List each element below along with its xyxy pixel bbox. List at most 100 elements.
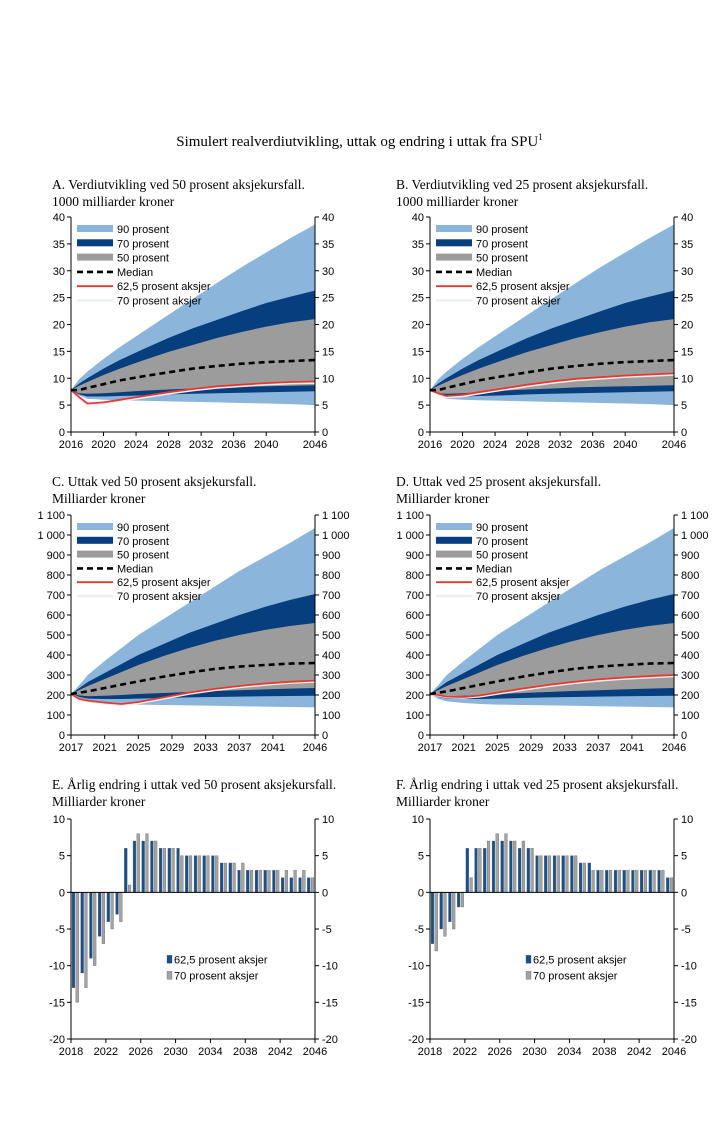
line-70-prosent-aksjer — [70, 381, 316, 407]
bar-70-prosent-aksjer — [223, 862, 227, 893]
bar-62-5-prosent-aksjer — [474, 848, 478, 893]
bar-70-prosent-aksjer — [310, 877, 315, 893]
y-tick-label-left: 900 — [47, 550, 65, 562]
line-62-5-prosent-aksjer — [429, 372, 675, 397]
y-tick-label-right: 400 — [322, 650, 340, 662]
y-tick-label-right: 0 — [322, 427, 328, 439]
x-tick-label: 2020 — [450, 439, 474, 451]
y-tick-label-right: 30 — [681, 266, 693, 278]
legend-label: Median — [476, 563, 512, 575]
bar-62-5-prosent-aksjer — [167, 848, 171, 893]
y-tick-label-right: 30 — [322, 266, 334, 278]
legend-label: 50 prosent — [476, 253, 528, 265]
bar-70-prosent-aksjer — [101, 892, 105, 944]
bar-62-5-prosent-aksjer — [228, 862, 232, 893]
x-tick-label: 2042 — [268, 1046, 292, 1058]
y-tick-label-right: 800 — [681, 570, 699, 582]
bar-70-prosent-aksjer — [565, 855, 569, 893]
x-tick-label: 2046 — [662, 742, 686, 754]
x-tick-label: 2032 — [189, 439, 213, 451]
legend-label: 50 prosent — [476, 550, 528, 562]
bar-70-prosent-aksjer — [486, 840, 491, 893]
bar-70-prosent-aksjer — [93, 892, 97, 966]
y-tick-label-right: 35 — [681, 239, 693, 251]
y-tick-label-left: 600 — [47, 610, 65, 622]
y-tick-label-right: 800 — [322, 570, 340, 582]
legend-label: 62,5 prosent aksjer — [117, 281, 211, 293]
y-tick-label-right: 500 — [681, 630, 699, 642]
x-tick-label: 2030 — [522, 1046, 546, 1058]
y-tick-label-left: 40 — [53, 212, 65, 224]
bar-70-prosent-aksjer — [293, 870, 297, 893]
bar-70-prosent-aksjer — [84, 892, 88, 988]
bar-62-5-prosent-aksjer — [622, 870, 626, 893]
legend-swatch — [436, 536, 472, 544]
bar-70-prosent-aksjer — [478, 848, 482, 893]
x-tick-label: 2032 — [548, 439, 572, 451]
bar-70-prosent-aksjer — [452, 892, 456, 930]
y-tick-label-right: 20 — [322, 320, 334, 332]
y-tick-label-right: 1 000 — [322, 530, 350, 542]
y-tick-label-left: 200 — [47, 690, 65, 702]
bar-70-prosent-aksjer — [434, 892, 438, 952]
x-tick-label: 2028 — [156, 439, 180, 451]
bar-62-5-prosent-aksjer — [211, 855, 215, 893]
x-tick-label: 2017 — [418, 742, 442, 754]
line-62-5-prosent-aksjer — [70, 380, 316, 405]
bar-62-5-prosent-aksjer — [561, 855, 565, 893]
y-tick-label-left: 40 — [412, 212, 424, 224]
bar-70-prosent-aksjer — [127, 884, 132, 893]
y-tick-label-right: 10 — [322, 814, 334, 826]
band-50-prosent — [71, 319, 315, 394]
y-tick-label-right: -15 — [322, 997, 338, 1009]
x-tick-label: 2018 — [418, 1046, 442, 1058]
y-tick-label-left: 35 — [412, 239, 424, 251]
y-tick-label-left: -15 — [408, 997, 424, 1009]
y-tick-label-left: 30 — [53, 266, 65, 278]
bar-62-5-prosent-aksjer — [132, 840, 137, 893]
bar-70-prosent-aksjer — [276, 870, 280, 893]
y-tick-label-left: 1 100 — [396, 510, 424, 522]
y-tick-label-left: 15 — [412, 346, 424, 358]
bar-70-prosent-aksjer — [443, 892, 447, 937]
bar-70-prosent-aksjer — [460, 892, 464, 908]
x-tick-label: 2018 — [59, 1046, 83, 1058]
bar-70-prosent-aksjer — [635, 870, 639, 893]
legend-label: 90 prosent — [476, 224, 528, 236]
bar-62-5-prosent-aksjer — [220, 862, 224, 893]
y-tick-label-left: 10 — [53, 814, 65, 826]
y-tick-label-left: 25 — [53, 293, 65, 305]
panel-d-title: D. Uttak ved 25 prosent aksjekursfall. Mi… — [396, 474, 602, 506]
y-tick-label-left: 10 — [412, 373, 424, 385]
legend-label: 62,5 prosent aksjer — [117, 577, 211, 589]
legend-swatch — [436, 550, 472, 558]
bar-70-prosent-aksjer — [530, 848, 534, 893]
y-tick-label-left: -15 — [49, 997, 65, 1009]
x-tick-label: 2033 — [552, 742, 576, 754]
x-tick-label: 2026 — [128, 1046, 152, 1058]
y-tick-label-left: 0 — [59, 730, 65, 742]
band-50-prosent — [71, 623, 315, 697]
y-tick-label-left: -10 — [49, 961, 65, 973]
y-tick-label-right: 5 — [322, 851, 328, 863]
legend-swatch — [436, 239, 472, 247]
x-tick-label: 2034 — [557, 1046, 581, 1058]
bar-70-prosent-aksjer — [591, 870, 595, 893]
bar-62-5-prosent-aksjer — [237, 870, 241, 893]
bar-70-prosent-aksjer — [154, 840, 158, 893]
x-tick-label: 2046 — [662, 439, 686, 451]
bar-70-prosent-aksjer — [180, 855, 184, 893]
x-tick-label: 2021 — [451, 742, 475, 754]
y-tick-label-left: -20 — [49, 1034, 65, 1046]
y-tick-label-right: 200 — [681, 690, 699, 702]
y-tick-label-left: 800 — [47, 570, 65, 582]
bar-62-5-prosent-aksjer — [657, 870, 661, 893]
y-tick-label-left: -10 — [408, 961, 424, 973]
bar-70-prosent-aksjer — [469, 877, 473, 893]
x-tick-label: 2028 — [515, 439, 539, 451]
y-tick-label-left: 5 — [418, 400, 424, 412]
y-tick-label-right: 0 — [681, 730, 687, 742]
x-tick-label: 2017 — [59, 742, 83, 754]
legend-label: 90 prosent — [117, 522, 169, 534]
